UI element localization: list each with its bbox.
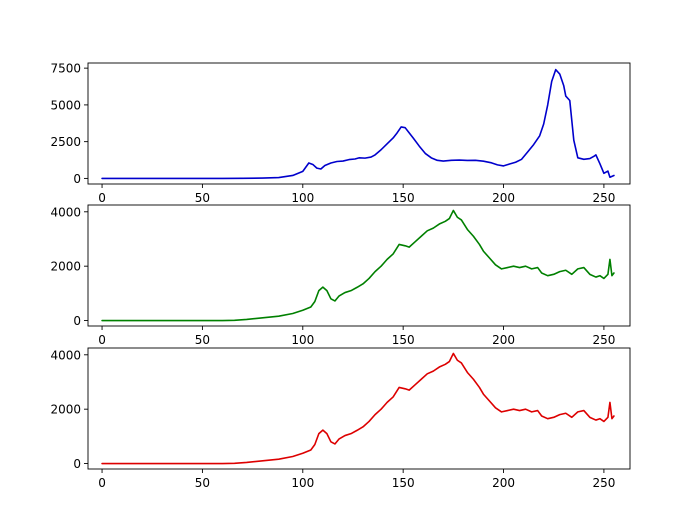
y-tick-label: 2000 [50, 403, 81, 417]
red-channel-axes: 0 50 100 150 200 250 0 2000 4000 [50, 347, 631, 490]
blue-channel-line [101, 68, 615, 180]
x-tick-label: 150 [392, 333, 415, 347]
blue-axes-frame [87, 62, 631, 185]
x-tick-label: 250 [592, 333, 615, 347]
x-tick-label: 100 [291, 476, 314, 490]
x-tick-label: 100 [291, 191, 314, 205]
green-channel-line [101, 209, 615, 322]
x-tick-label: 0 [98, 476, 106, 490]
x-tick-label: 50 [195, 333, 210, 347]
red-channel-line [101, 352, 615, 465]
y-tick-label: 0 [73, 172, 81, 186]
x-tick-label: 50 [195, 191, 210, 205]
y-tick-label: 2500 [50, 135, 81, 149]
x-tick-label: 250 [592, 191, 615, 205]
x-tick-label: 200 [492, 476, 515, 490]
x-tick-label: 150 [392, 476, 415, 490]
x-tick-label: 0 [98, 333, 106, 347]
y-tick-label: 5000 [50, 98, 81, 112]
x-tick-label: 150 [392, 191, 415, 205]
x-tick-label: 200 [492, 191, 515, 205]
y-tick-label: 4000 [50, 348, 81, 362]
y-tick-label: 2000 [50, 260, 81, 274]
x-tick-label: 100 [291, 333, 314, 347]
y-tick-label: 4000 [50, 205, 81, 219]
green-axes-frame [87, 204, 631, 327]
x-tick-label: 50 [195, 476, 210, 490]
y-tick-label: 0 [73, 457, 81, 471]
red-axes-frame [87, 347, 631, 470]
x-tick-label: 0 [98, 191, 106, 205]
x-tick-label: 250 [592, 476, 615, 490]
y-tick-label: 7500 [50, 62, 81, 76]
green-channel-axes: 0 50 100 150 200 250 0 2000 4000 [50, 204, 631, 347]
y-tick-label: 0 [73, 314, 81, 328]
x-tick-label: 200 [492, 333, 515, 347]
